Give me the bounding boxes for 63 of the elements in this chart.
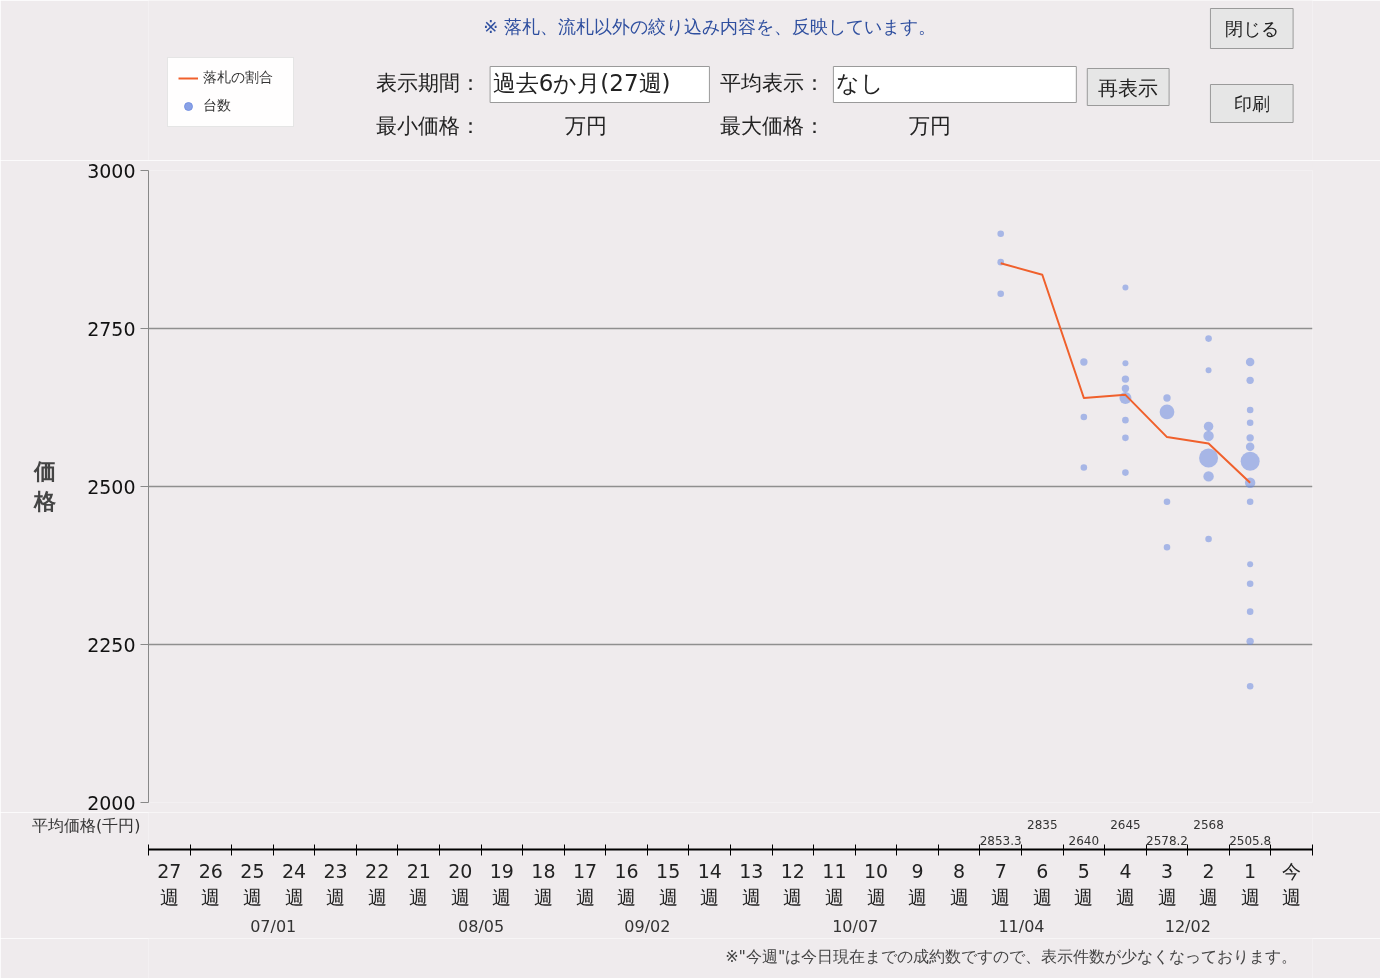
text: 万円 (565, 113, 608, 138)
y-tick-label: 2000 (87, 791, 136, 814)
x-tick-label: 25週 (240, 859, 265, 908)
x-tick-label: 24週 (281, 859, 307, 908)
text: 2568 (1193, 818, 1224, 833)
x-tick-label: 26週 (198, 859, 223, 908)
text: 10/07 (832, 916, 879, 936)
text: なし (835, 69, 884, 96)
y-axis-title: 価格 (33, 459, 58, 514)
x-tick-label: 17週 (572, 859, 598, 908)
x-tick-label: 5週 (1074, 859, 1094, 908)
x-tick-label: 7週 (991, 859, 1011, 908)
text: 11/04 (998, 916, 1045, 936)
text: 平均表示： (720, 70, 826, 95)
text: 07/01 (250, 916, 297, 936)
text: 再表示 (1097, 75, 1158, 100)
text: 08/05 (458, 916, 505, 936)
x-tick-label: 13週 (739, 859, 764, 908)
text: 最大価格： (720, 113, 826, 138)
x-tick-label: 1週 (1240, 859, 1260, 908)
legend-label: 落札の割合 (203, 69, 274, 87)
x-tick-label: 21週 (406, 859, 431, 908)
y-tick-label: 2500 (87, 475, 136, 498)
x-tick-label: 27週 (157, 859, 182, 908)
text: 万円 (909, 113, 952, 138)
legend-label: 台数 (203, 97, 232, 115)
text: 表示期間： (376, 70, 482, 95)
text: 2835 (1027, 818, 1058, 833)
text: 2853.3 (979, 834, 1022, 849)
x-tick-label: 9週 (908, 859, 928, 908)
x-tick-label: 2週 (1199, 859, 1219, 908)
y-tick-label: 2750 (87, 317, 136, 340)
text: 12/02 (1164, 916, 1211, 936)
x-tick-label: 14週 (697, 859, 722, 908)
text: 2578.2 (1146, 834, 1189, 849)
x-tick-label: 15週 (656, 859, 681, 908)
x-tick-label: 今週 (1282, 859, 1302, 908)
text: 2640 (1068, 834, 1100, 849)
x-tick-label: 11週 (822, 859, 847, 908)
x-tick-label: 18週 (531, 859, 556, 908)
x-tick-label: 19週 (489, 859, 514, 908)
text: ※ 落札、流札以外の絞り込み内容を、反映しています。 (483, 16, 937, 37)
x-tick-label: 3週 (1157, 859, 1177, 908)
y-tick-label: 2250 (87, 633, 136, 656)
x-tick-label: 20週 (448, 859, 473, 908)
x-tick-label: 6週 (1032, 859, 1052, 908)
x-tick-label: 12週 (780, 859, 805, 908)
text: 閉じる (1224, 18, 1279, 39)
x-tick-label: 4週 (1115, 859, 1135, 908)
text: 平均価格(千円) (32, 816, 141, 836)
x-tick-label: 10週 (863, 859, 889, 908)
x-tick-label: 16週 (614, 859, 639, 908)
text: 2645 (1110, 818, 1141, 833)
text: 2505.8 (1229, 834, 1272, 849)
y-tick-label: 3000 (87, 159, 136, 182)
text: 過去6か月(27週) (492, 69, 671, 96)
text: 最小価格： (376, 113, 482, 138)
text: ※"今週"は今日現在までの成約数ですので、表示件数が少なくなっております。 (725, 947, 1298, 966)
text: 09/02 (624, 916, 671, 936)
x-tick-label: 22週 (365, 859, 390, 908)
x-tick-label: 8週 (949, 859, 969, 908)
x-tick-label: 23週 (323, 859, 348, 908)
text: 印刷 (1233, 93, 1270, 114)
